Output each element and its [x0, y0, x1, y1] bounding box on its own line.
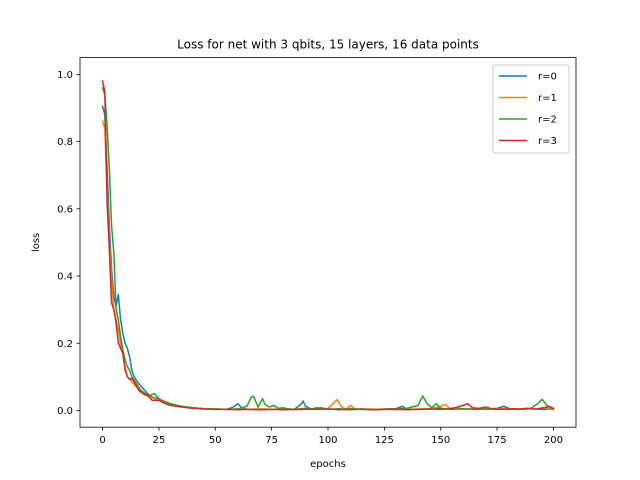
y-tick-label: 1.0: [57, 70, 73, 81]
series-line-3: [101, 80, 555, 411]
y-tick-label: 0.0: [57, 406, 73, 417]
legend-label: r=2: [538, 115, 557, 126]
chart-title: Loss for net with 3 qbits, 15 layers, 16…: [177, 38, 479, 52]
axes-frame: [79, 57, 577, 428]
legend-label: r=3: [538, 136, 557, 147]
y-axis-label: loss: [31, 233, 42, 252]
y-tick-label: 0.8: [57, 137, 73, 148]
y-tick-label: 0.4: [57, 272, 73, 283]
x-axis-label: epochs: [310, 459, 346, 470]
x-tick-label: 0: [99, 435, 105, 446]
legend-box: [492, 64, 570, 154]
x-tick-label: 50: [209, 435, 222, 446]
y-tick-label: 0.2: [57, 339, 73, 350]
x-tick-label: 200: [544, 435, 563, 446]
legend-label: r=0: [538, 72, 557, 83]
x-tick-label: 150: [431, 435, 450, 446]
x-tick-label: 125: [375, 435, 394, 446]
legend: r=0 r=1 r=2 r=3: [492, 64, 570, 154]
x-tick-label: 175: [488, 435, 507, 446]
x-tick-label: 25: [153, 435, 166, 446]
axis-ticks: 0 25 50 75 100 125 150 175 200 0.0 0.2 0.4 0.6 0.8 1.0: [57, 70, 563, 446]
x-tick-label: 75: [265, 435, 278, 446]
legend-label: r=1: [538, 93, 557, 104]
x-tick-label: 100: [318, 435, 337, 446]
plot-area: [101, 80, 555, 411]
y-tick-label: 0.6: [57, 204, 73, 215]
